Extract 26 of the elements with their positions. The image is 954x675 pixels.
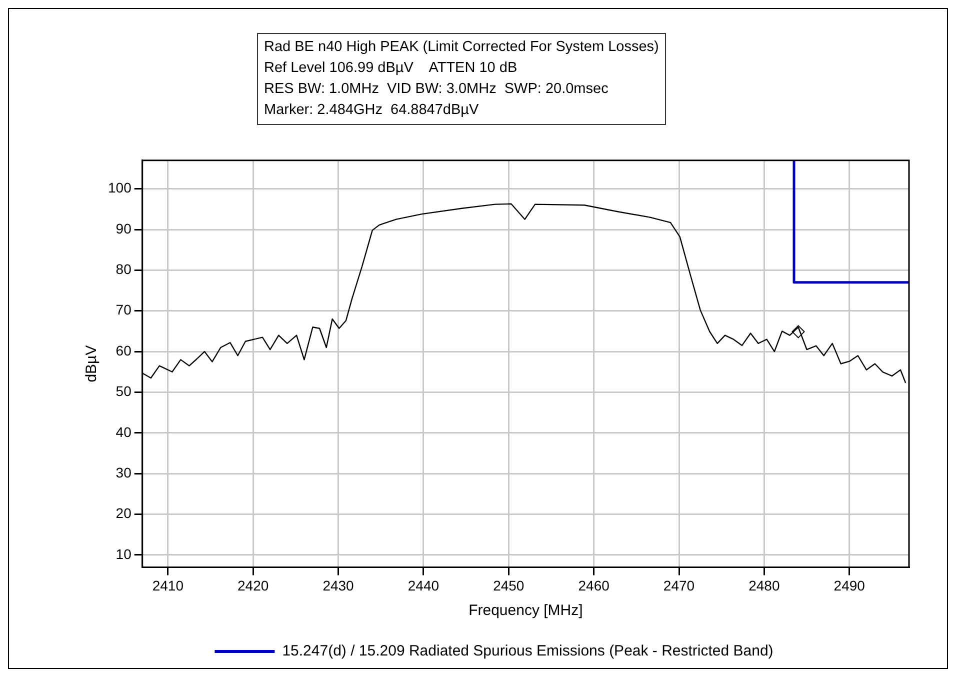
x-tick-label: 2490 xyxy=(834,577,866,594)
x-tick-label: 2410 xyxy=(152,577,184,594)
x-axis-title: Frequency [MHz] xyxy=(468,602,583,620)
y-tick-label: 70 xyxy=(116,302,132,318)
y-tick-label: 100 xyxy=(108,180,132,196)
y-tick-label: 60 xyxy=(116,342,132,358)
text: Marker: 2.484GHz 64.8847dBµV xyxy=(264,101,480,120)
chart-title: Rad BE n40 High PEAK (Limit Corrected For System Losses) xyxy=(264,38,659,57)
y-axis-title: dBµV xyxy=(83,345,100,382)
y-tick-label: 30 xyxy=(116,464,132,480)
legend-label: 15.247(d) / 15.209 Radiated Spurious Emissions (Peak - Restricted Band) xyxy=(282,642,774,660)
y-tick-label: 90 xyxy=(116,220,132,236)
y-tick-label: 50 xyxy=(116,383,132,400)
x-tick-label: 2480 xyxy=(748,577,780,594)
y-tick-label: 10 xyxy=(116,546,132,562)
y-tick-label: 40 xyxy=(116,424,132,440)
x-tick-label: 2430 xyxy=(322,577,354,594)
text: Ref Level 106.99 dBµV ATTEN 10 dB xyxy=(264,59,518,78)
y-tick-label: 20 xyxy=(116,505,132,522)
x-tick-label: 2450 xyxy=(493,577,524,594)
x-tick-label: 2420 xyxy=(238,577,269,594)
x-tick-label: 2460 xyxy=(578,577,610,594)
y-tick-label: 80 xyxy=(116,261,132,278)
x-tick-label: 2440 xyxy=(408,577,440,594)
text: RES BW: 1.0MHz VID BW: 3.0MHz SWP: 20.0msec xyxy=(264,80,610,99)
x-tick-label: 2470 xyxy=(663,577,695,594)
